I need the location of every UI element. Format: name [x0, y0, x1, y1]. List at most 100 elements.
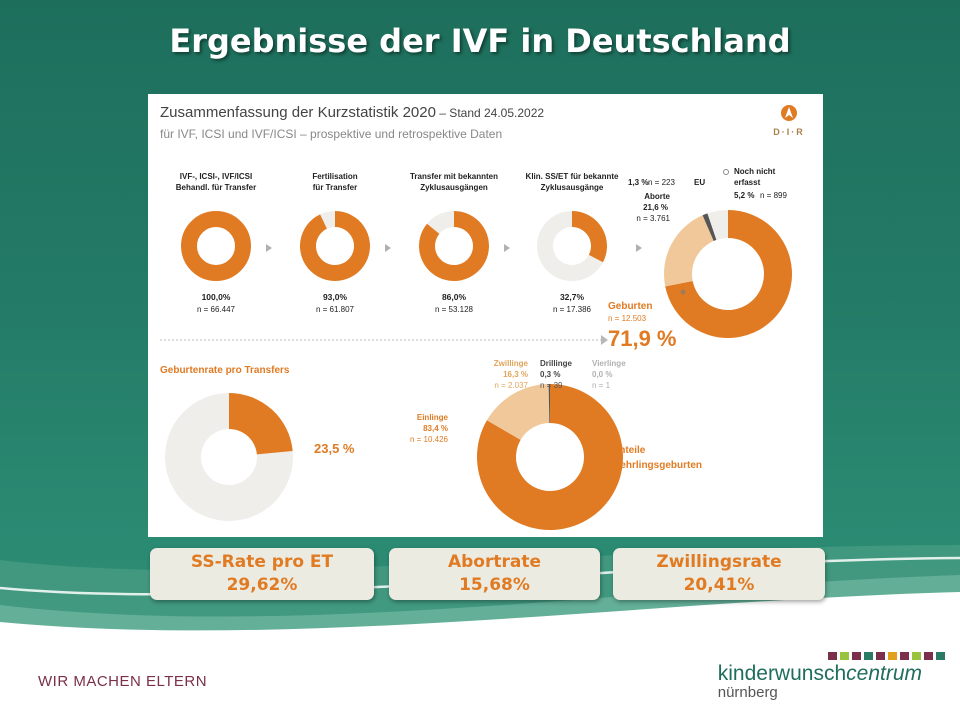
stat-label: Zwillingsrate — [656, 552, 782, 572]
multiple-births-title: Anteile — [612, 445, 646, 456]
multiple-births-slice — [548, 384, 550, 424]
outcome-marker — [723, 169, 729, 175]
outcome-geburten-label: Geburten — [608, 301, 652, 312]
donut-transfer-rest — [427, 211, 454, 234]
birthrate-value: 23,5 % — [314, 441, 355, 456]
brand-color-bar — [936, 652, 945, 660]
brand-color-bar — [840, 652, 849, 660]
donut-title-transfer: Transfer mit bekannten — [410, 172, 498, 181]
donut-title-transfer: Zyklusausgängen — [420, 183, 488, 192]
stat-label: Abortrate — [447, 552, 542, 572]
donut-klin-ss-rest — [537, 211, 603, 281]
birthrate-title: Geburtenrate pro Transfers — [160, 365, 290, 376]
donut-value-label: 86,0% — [442, 292, 467, 302]
multiple-drillinge-label: Drillinge — [540, 359, 573, 368]
donut-transfer-value — [419, 211, 489, 281]
outcome-noch-label: erfasst — [734, 178, 761, 187]
multiple-drillinge-percent: 0,3 % — [540, 370, 560, 379]
brand-color-bar — [888, 652, 897, 660]
multiple-zwillinge-percent: 16,3 % — [503, 370, 528, 379]
outcome-eu-n: n = 223 — [648, 178, 675, 187]
flow-arrow — [266, 244, 272, 252]
donut-n-label: n = 17.386 — [553, 305, 592, 314]
outcome-eu-percent: 1,3 % — [628, 178, 648, 187]
donut-title-fertilisation: Fertilisation — [312, 172, 357, 181]
donut-birthrate-rest — [165, 393, 293, 521]
panel-title-stand: – Stand 24.05.2022 — [435, 106, 545, 120]
donut-title-klin-ss: Zyklusausgänge — [541, 183, 604, 192]
brand-color-bar — [912, 652, 921, 660]
stat-box-zwillingsrate: Zwillingsrate 20,41% — [613, 548, 825, 600]
multiple-drillinge-n: n = 39 — [540, 381, 563, 390]
outcome-geburten-n: n = 12.503 — [608, 314, 647, 323]
multiple-vierlinge-n: n = 1 — [592, 381, 611, 390]
brand-name-plain: kinderwunsch — [717, 662, 847, 685]
donut-title-behandlung: IVF-, ICSI-, IVF/ICSI — [180, 172, 252, 181]
multiple-births-slice — [486, 384, 550, 440]
outcome-aborte-percent: 21,6 % — [643, 203, 668, 212]
outcome-eu-label: EU — [694, 178, 705, 187]
stat-value: 15,68% — [459, 575, 530, 595]
stat-box-ss-rate: SS-Rate pro ET 29,62% — [150, 548, 374, 600]
dir-logo: D·I·R — [767, 104, 811, 137]
outcome-slice — [702, 213, 717, 241]
outcome-noch-percent: 5,2 % — [734, 191, 754, 200]
multiple-births-title: Mehrlingsgeburten — [612, 460, 702, 471]
panel-title: Zusammenfassung der Kurzstatistik 2020 –… — [160, 104, 544, 121]
outcome-slice — [664, 215, 714, 287]
multiple-einlinge-percent: 83,4 % — [423, 424, 448, 433]
brand-color-bar — [852, 652, 861, 660]
outcome-slice — [707, 210, 728, 240]
donut-klin-ss-value — [572, 211, 607, 263]
stat-label: SS-Rate pro ET — [190, 552, 334, 572]
stat-value: 29,62% — [226, 575, 298, 595]
multiple-zwillinge-label: Zwillinge — [494, 359, 529, 368]
brand-color-bar — [900, 652, 909, 660]
donut-title-klin-ss: Klin. SS/ET für bekannte — [526, 172, 619, 181]
stat-box-abortrate: Abortrate 15,68% — [389, 548, 600, 600]
brand-color-bar — [876, 652, 885, 660]
multiple-births-slice — [476, 384, 623, 530]
outcome-slice — [665, 210, 792, 338]
donut-n-label: n = 66.447 — [197, 305, 236, 314]
donut-value-label: 93,0% — [323, 292, 348, 302]
donut-title-fertilisation: für Transfer — [313, 183, 357, 192]
statistics-panel: Zusammenfassung der Kurzstatistik 2020 –… — [148, 94, 823, 537]
multiple-einlinge-n: n = 10.426 — [410, 435, 449, 444]
donut-n-label: n = 53.128 — [435, 305, 474, 314]
multiple-einlinge-label: Einlinge — [417, 413, 449, 422]
dir-logo-icon — [781, 105, 797, 121]
donut-n-label: n = 61.807 — [316, 305, 355, 314]
outcome-noch-n: n = 899 — [760, 191, 787, 200]
brand-name-italic: centrum — [846, 662, 922, 685]
brand-city: nürnberg — [717, 684, 778, 701]
flow-arrow — [385, 244, 391, 252]
donut-value-label: 100,0% — [202, 292, 231, 302]
brand-color-bar — [828, 652, 837, 660]
outcome-aborte-label: Aborte — [644, 192, 670, 201]
flow-arrow — [504, 244, 510, 252]
donut-fertilisation-value — [300, 211, 370, 282]
multiple-vierlinge-percent: 0,0 % — [592, 370, 612, 379]
brand-color-bars — [828, 652, 945, 660]
donut-fertilisation-rest — [320, 211, 335, 229]
dir-logo-text: D·I·R — [773, 127, 805, 137]
flow-arrow-final — [601, 335, 608, 345]
stat-value: 20,41% — [683, 575, 755, 595]
panel-title-main: Zusammenfassung der Kurzstatistik 2020 — [160, 104, 436, 121]
flow-arrow — [636, 244, 642, 252]
donut-title-behandlung: Behandl. für Transfer — [176, 183, 256, 192]
brand-color-bar — [864, 652, 873, 660]
outcome-marker — [680, 289, 686, 295]
outcome-noch-label: Noch nicht — [734, 167, 776, 176]
multiple-zwillinge-n: n = 2.037 — [494, 381, 528, 390]
donut-value-label: 32,7% — [560, 292, 585, 302]
tagline: WIR MACHEN ELTERN — [38, 673, 208, 690]
donut-behandlung-value — [181, 211, 251, 281]
slide-title: Ergebnisse der IVF in Deutschland — [169, 22, 791, 60]
ivf-statistics-chart: IVF-, ICSI-, IVF/ICSI Behandl. für Transf… — [160, 167, 792, 530]
outcome-aborte-n: n = 3.761 — [636, 214, 670, 223]
brand-color-bar — [924, 652, 933, 660]
donut-birthrate-value — [229, 393, 293, 455]
multiple-vierlinge-label: Vierlinge — [592, 359, 626, 368]
